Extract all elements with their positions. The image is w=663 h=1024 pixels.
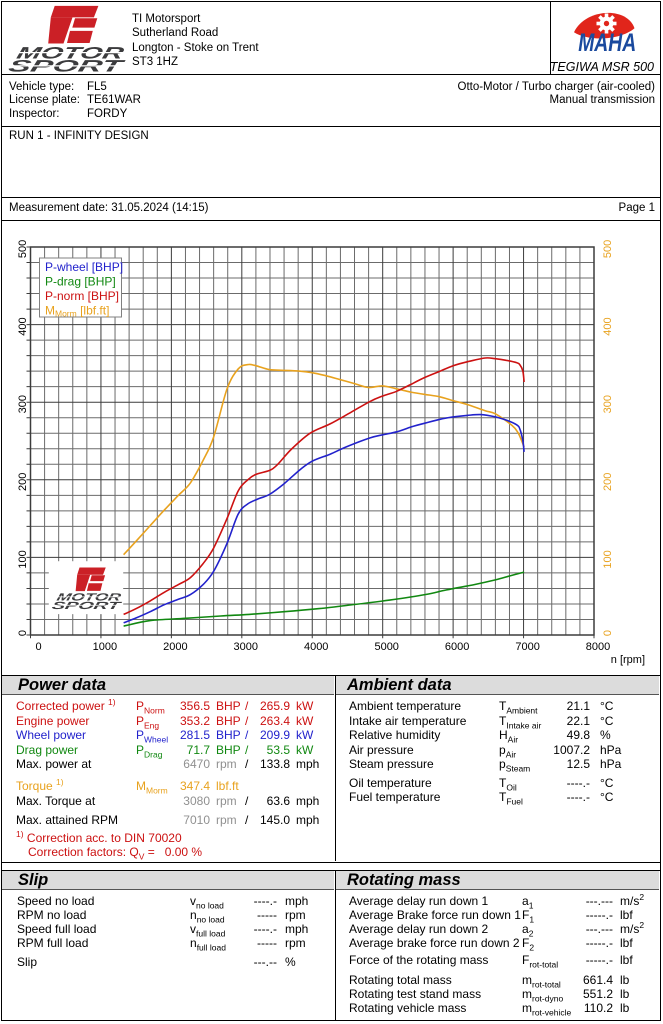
svg-text:400: 400 xyxy=(17,317,29,335)
svg-text:200: 200 xyxy=(602,473,614,491)
svg-text:P-wheel [BHP]: P-wheel [BHP] xyxy=(45,260,123,274)
svg-text:2000: 2000 xyxy=(163,641,187,653)
svg-text:8000: 8000 xyxy=(586,641,610,653)
svg-text:7000: 7000 xyxy=(515,641,539,653)
svg-text:6000: 6000 xyxy=(445,641,469,653)
svg-text:300: 300 xyxy=(602,395,614,413)
svg-text:n [rpm]: n [rpm] xyxy=(611,654,645,666)
svg-text:200: 200 xyxy=(17,473,29,491)
svg-text:300: 300 xyxy=(17,395,29,413)
svg-text:P-norm [BHP]: P-norm [BHP] xyxy=(45,289,119,303)
svg-text:5000: 5000 xyxy=(374,641,398,653)
svg-text:1000: 1000 xyxy=(93,641,117,653)
svg-text:MAHA: MAHA xyxy=(578,29,636,57)
svg-text:500: 500 xyxy=(602,240,614,258)
svg-text:SPORT: SPORT xyxy=(7,57,126,72)
svg-text:4000: 4000 xyxy=(304,641,328,653)
svg-text:400: 400 xyxy=(602,317,614,335)
svg-text:MOTOR: MOTOR xyxy=(55,592,122,603)
svg-text:0: 0 xyxy=(35,641,41,653)
svg-text:500: 500 xyxy=(17,240,29,258)
svg-text:0: 0 xyxy=(17,630,29,636)
svg-text:0: 0 xyxy=(602,630,614,636)
svg-text:100: 100 xyxy=(17,550,29,568)
svg-text:P-drag [BHP]: P-drag [BHP] xyxy=(45,275,116,289)
svg-text:SPORT: SPORT xyxy=(51,601,123,612)
svg-text:100: 100 xyxy=(602,550,614,568)
svg-text:3000: 3000 xyxy=(234,641,258,653)
svg-text:MMorm [lbf.ft]: MMorm [lbf.ft] xyxy=(45,304,109,319)
